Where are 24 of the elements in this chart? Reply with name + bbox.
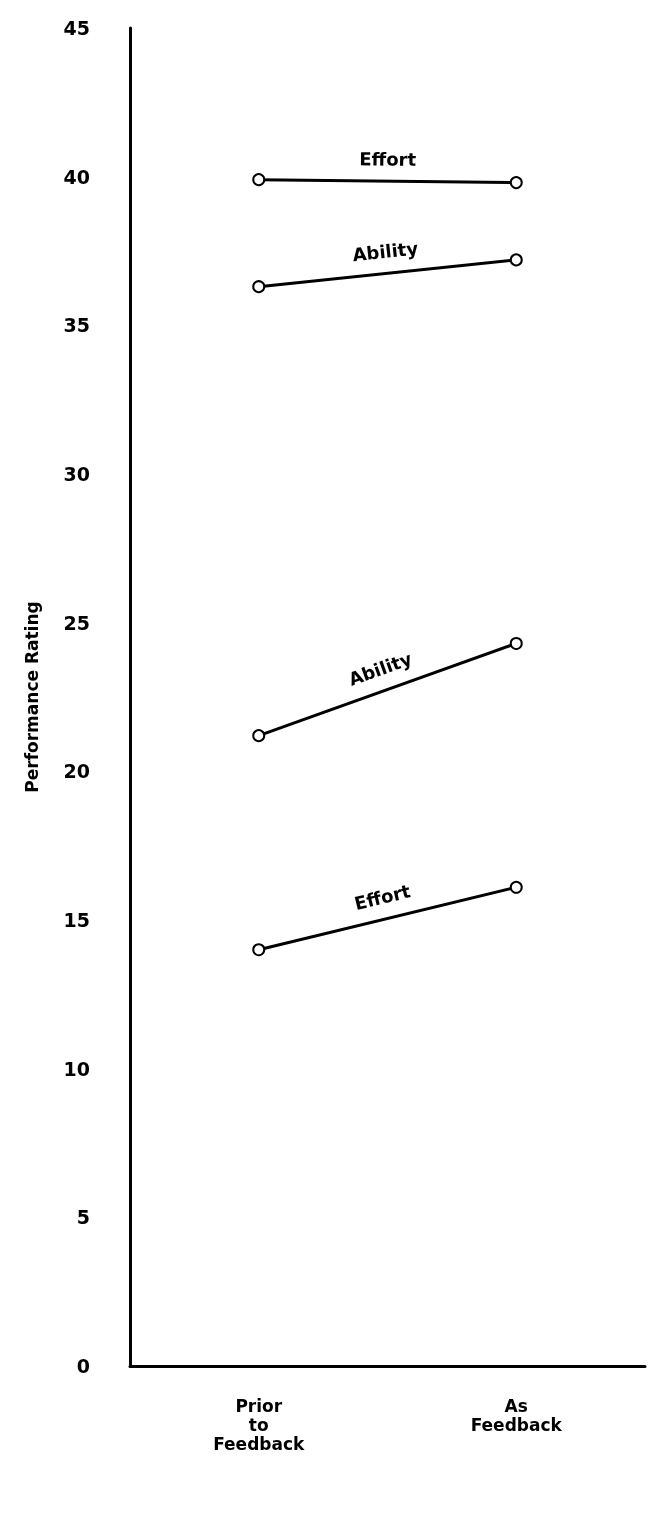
x-tick-label: As Feedback xyxy=(470,1395,563,1435)
text: Ability xyxy=(351,237,420,266)
y-tick-label: 5 xyxy=(76,1206,90,1229)
y-tick-label: 15 xyxy=(63,909,90,931)
point xyxy=(252,173,266,187)
point xyxy=(252,729,266,743)
point xyxy=(509,880,523,894)
y-tick-label: 30 xyxy=(63,463,90,485)
y-tick-label: 45 xyxy=(63,17,90,39)
series-label: Effort xyxy=(359,148,417,170)
y-tick-label: 25 xyxy=(63,611,90,634)
point xyxy=(509,636,523,650)
y-tick-label: 40 xyxy=(63,165,90,188)
x-tick-label: Prior to Feedback xyxy=(213,1395,306,1454)
y-tick-label: 20 xyxy=(63,760,90,783)
y-tick-label: 10 xyxy=(63,1057,90,1080)
y-tick-label: 0 xyxy=(76,1355,90,1377)
text: Effort xyxy=(352,880,413,915)
point xyxy=(252,943,266,957)
point xyxy=(509,176,523,190)
point xyxy=(509,253,523,267)
point xyxy=(252,280,266,294)
y-axis-title: Performance Rating xyxy=(21,601,42,793)
y-tick-label: 35 xyxy=(63,314,90,337)
